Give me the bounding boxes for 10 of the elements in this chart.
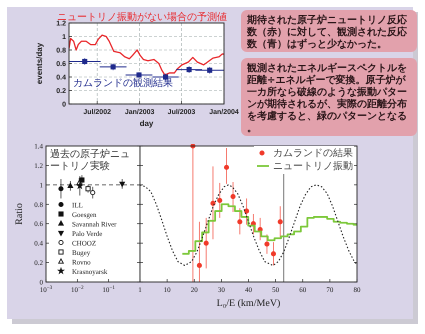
text: 期待された原子炉ニュートリノ反応数（赤）に対して、観測された反応数（青）はずっと少なかった。 [246, 14, 408, 50]
x-axis-title: day [140, 119, 154, 128]
text: 観測されたエネルギースペクトルを距離÷エネルギーで変換。原子炉が一カ所なら破線のような振動パターンが期待されるが、実際の距離分布を考慮すると、緑のパターンとなる。 [246, 62, 407, 134]
legend-label: ニュートリノ振動 [273, 160, 353, 172]
legend-label: カムランドの結果 [273, 148, 353, 159]
y-axis-title: events/day [35, 42, 44, 84]
y-axis-title: Ratio [14, 203, 25, 225]
x-axis-title: L₀/E (km/MeV) [216, 298, 280, 309]
annotation: 過去の原子炉ニュートリノ実験 [50, 148, 130, 172]
series-label: カムランドの観測結果 [73, 77, 173, 90]
